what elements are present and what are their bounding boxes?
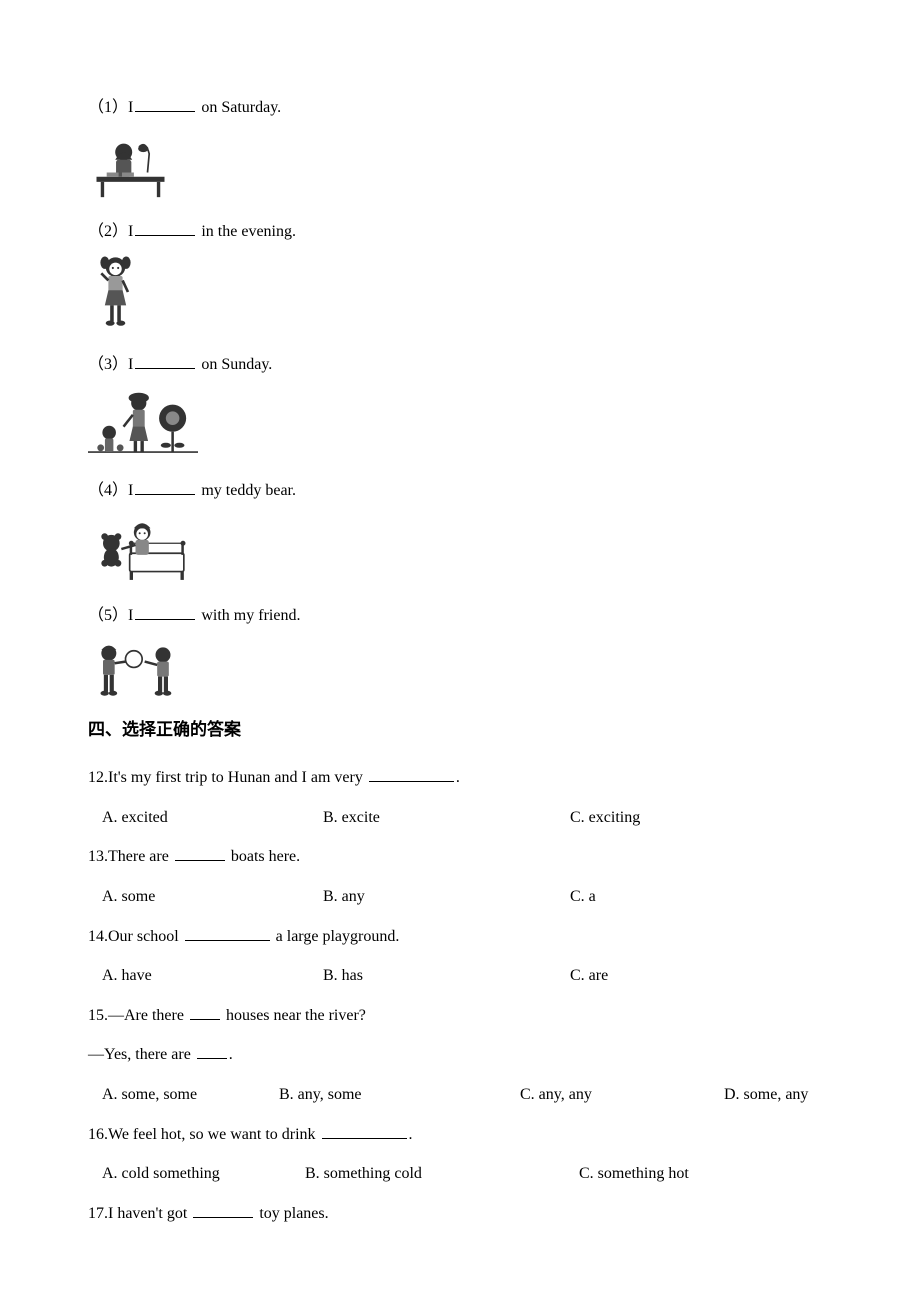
mc-options: A. cold something B. something cold C. s… [88, 1161, 832, 1187]
opt-d: D. some, any [724, 1082, 808, 1108]
opt-b: B. something cold [305, 1161, 579, 1187]
fill-q5: （5）I with my friend. [88, 603, 832, 702]
stem-pre: 15.—Are there [88, 1007, 188, 1024]
stem-post: . [229, 1046, 233, 1063]
fill-section: （1）I on Saturday. （2）I in the evening. [88, 95, 832, 702]
q-prefix: I [128, 482, 133, 499]
opt-a: A. excited [102, 805, 323, 831]
opt-c: C. a [570, 884, 596, 910]
mc-stem: 13.There are boats here. [88, 844, 832, 870]
blank [197, 1043, 227, 1059]
fill-q4: （4）I my teddy bear. [88, 478, 832, 584]
mc-q15: 15.—Are there houses near the river? —Ye… [88, 1003, 832, 1108]
mc-stem: 16.We feel hot, so we want to drink . [88, 1122, 832, 1148]
q-prefix: I [128, 356, 133, 373]
q-suffix: on Saturday. [197, 99, 281, 116]
mc-q17: 17.I haven't got toy planes. [88, 1201, 832, 1227]
stem-pre: 14.Our school [88, 928, 183, 945]
q-number: （2） [88, 223, 128, 240]
q-suffix: in the evening. [197, 223, 296, 240]
opt-b: B. excite [323, 805, 570, 831]
stem-post: toy planes. [255, 1205, 328, 1222]
fill-q3: （3）I on Sunday. [88, 352, 832, 458]
mc-q13: 13.There are boats here. A. some B. any … [88, 844, 832, 909]
blank [193, 1202, 253, 1218]
opt-a: A. cold something [102, 1161, 305, 1187]
q-suffix: on Sunday. [197, 356, 272, 373]
q-number: （1） [88, 99, 128, 116]
playing-ball-icon [88, 637, 188, 702]
q-prefix: I [128, 607, 133, 624]
mc-q14: 14.Our school a large playground. A. hav… [88, 924, 832, 989]
teddy-bed-icon [88, 511, 188, 583]
opt-a: A. have [102, 963, 323, 989]
q-number: （3） [88, 356, 128, 373]
fill-q2: （2）I in the evening. [88, 219, 832, 333]
mc-stem: 17.I haven't got toy planes. [88, 1201, 832, 1227]
stem-pre: —Yes, there are [88, 1046, 195, 1063]
stem-post: . [409, 1126, 413, 1143]
gardening-icon [88, 386, 198, 458]
blank [135, 220, 195, 236]
opt-b: B. has [323, 963, 570, 989]
opt-a: A. some, some [102, 1082, 279, 1108]
q-prefix: I [128, 223, 133, 240]
opt-c: C. are [570, 963, 608, 989]
mc-stem-line2: —Yes, there are . [88, 1042, 832, 1068]
blank [135, 604, 195, 620]
stem-post: . [456, 769, 460, 786]
stem-pre: 13.There are [88, 848, 173, 865]
blank [175, 845, 225, 861]
mc-options: A. excited B. excite C. exciting [88, 805, 832, 831]
blank [185, 925, 270, 941]
stem-post: houses near the river? [222, 1007, 366, 1024]
mc-options: A. some B. any C. a [88, 884, 832, 910]
blank [135, 96, 195, 112]
mc-section: 12.It's my first trip to Hunan and I am … [88, 765, 832, 1226]
opt-b: B. any [323, 884, 570, 910]
blank [369, 766, 454, 782]
opt-b: B. any, some [279, 1082, 520, 1108]
blank [135, 353, 195, 369]
fill-q1: （1）I on Saturday. [88, 95, 832, 199]
opt-c: C. something hot [579, 1161, 689, 1187]
mc-stem: 14.Our school a large playground. [88, 924, 832, 950]
q-prefix: I [128, 99, 133, 116]
blank [135, 479, 195, 495]
stem-post: boats here. [227, 848, 300, 865]
studying-icon [88, 129, 173, 199]
mc-options: A. have B. has C. are [88, 963, 832, 989]
stem-pre: 16.We feel hot, so we want to drink [88, 1126, 320, 1143]
opt-c: C. any, any [520, 1082, 724, 1108]
mc-q16: 16.We feel hot, so we want to drink . A.… [88, 1122, 832, 1187]
blank [190, 1004, 220, 1020]
section-heading: 四、选择正确的答案 [88, 716, 832, 743]
q-number: （5） [88, 607, 128, 624]
mc-options: A. some, some B. any, some C. any, any D… [88, 1082, 832, 1108]
opt-a: A. some [102, 884, 323, 910]
blank [322, 1123, 407, 1139]
opt-c: C. exciting [570, 805, 640, 831]
q-suffix: with my friend. [197, 607, 300, 624]
girl-standing-icon [88, 252, 143, 332]
stem-pre: 17.I haven't got [88, 1205, 191, 1222]
stem-pre: 12.It's my first trip to Hunan and I am … [88, 769, 367, 786]
q-suffix: my teddy bear. [197, 482, 296, 499]
q-number: （4） [88, 482, 128, 499]
mc-q12: 12.It's my first trip to Hunan and I am … [88, 765, 832, 830]
stem-post: a large playground. [272, 928, 400, 945]
mc-stem-line1: 15.—Are there houses near the river? [88, 1003, 832, 1029]
mc-stem: 12.It's my first trip to Hunan and I am … [88, 765, 832, 791]
